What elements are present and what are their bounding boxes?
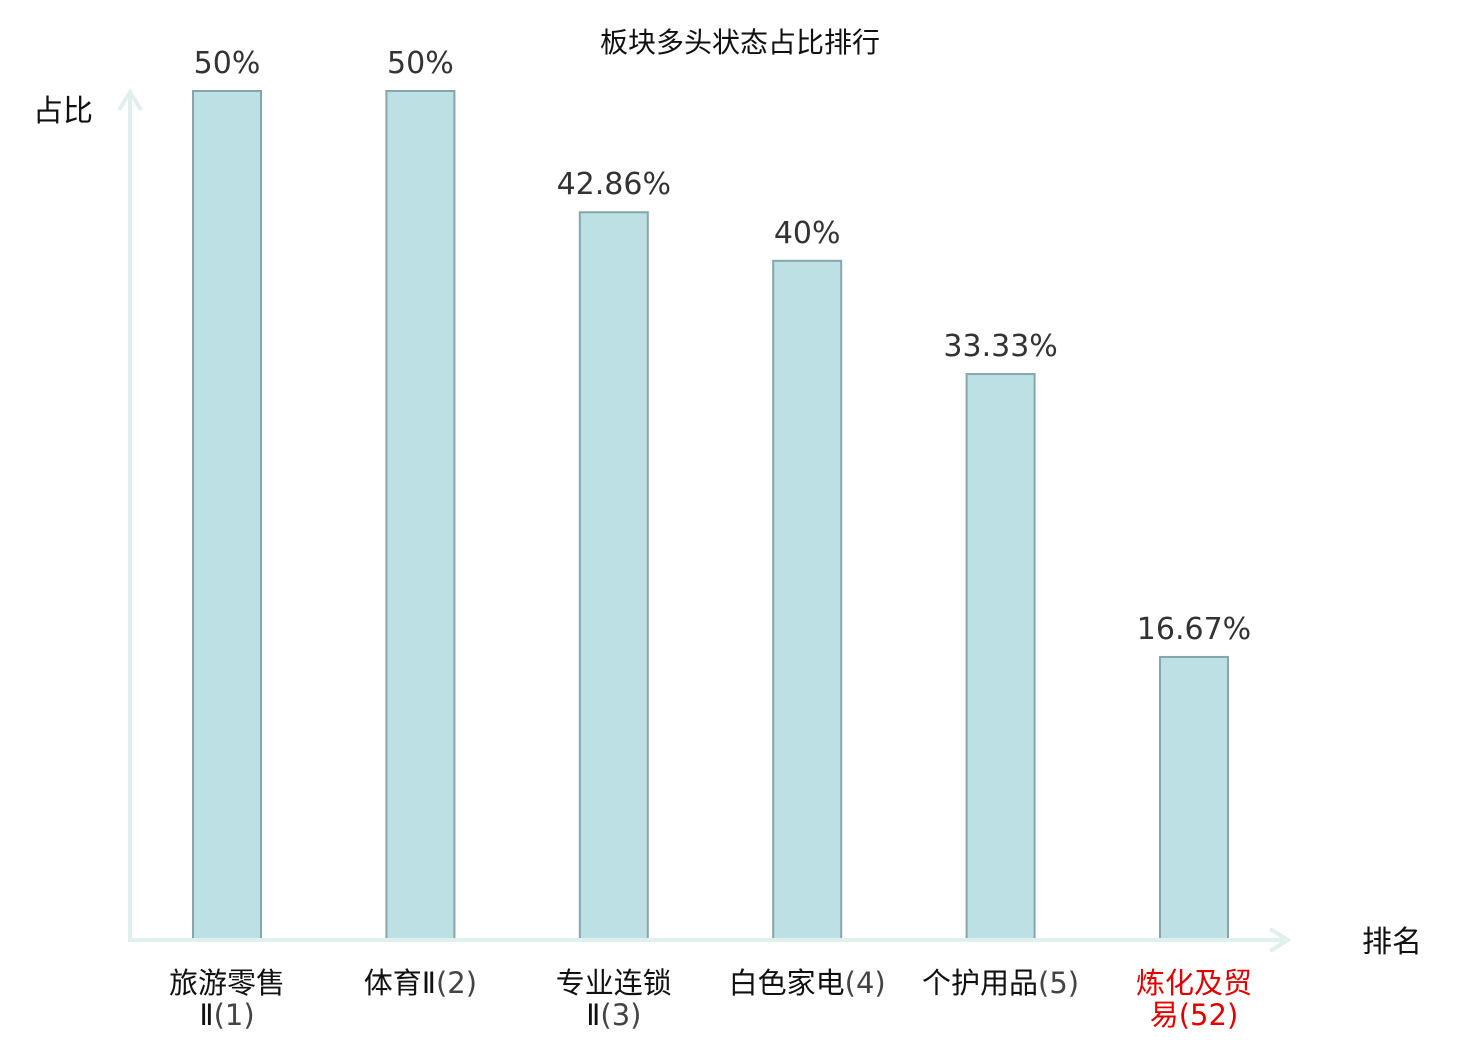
x-tick-label: 专业连锁 Ⅱ(3): [556, 966, 672, 1032]
bar: [1159, 655, 1229, 942]
x-tick-label-line: 白色家电: [729, 966, 845, 1000]
data-label: 42.86%: [557, 167, 671, 202]
x-tick-label: 旅游零售 Ⅱ(1): [169, 966, 285, 1032]
x-tick-rank: (52): [1179, 998, 1239, 1032]
bar: [385, 90, 456, 941]
x-tick-label-line: 炼化及贸: [1136, 966, 1252, 1000]
bar: [578, 211, 649, 942]
data-label: 16.67%: [1137, 612, 1251, 647]
x-axis-label: 排名: [1362, 925, 1422, 960]
x-tick-label-line: Ⅱ: [199, 998, 213, 1032]
x-tick-label-line: 个护用品: [922, 966, 1038, 1000]
data-label: 33.33%: [943, 329, 1057, 364]
chart-title: 板块多头状态占比排行: [600, 26, 880, 59]
data-label: 40%: [774, 216, 841, 251]
x-tick-rank: (2): [436, 966, 477, 1000]
x-tick-label: 白色家电(4): [729, 966, 886, 1000]
x-tick-rank: (5): [1038, 966, 1079, 1000]
x-tick-label-line: 专业连锁: [556, 966, 672, 1000]
category-labels: 旅游零售 Ⅱ(1)体育Ⅱ(2) 专业连锁 Ⅱ(3)白色家电(4) 个护用品(5) 炼化及贸…: [169, 966, 1252, 1032]
x-tick-label: 体育Ⅱ(2): [364, 966, 477, 1000]
x-tick-label-line: Ⅱ: [586, 998, 600, 1032]
bar: [192, 90, 262, 941]
x-tick-rank: (3): [600, 998, 641, 1032]
x-tick-label-line: 体育Ⅱ: [364, 966, 436, 1000]
x-axis: [128, 927, 1292, 953]
x-tick-label-line: 旅游零售: [169, 966, 285, 1000]
bar: [772, 259, 843, 941]
x-tick-rank: (1): [214, 998, 255, 1032]
x-tick-label: 个护用品(5): [922, 966, 1079, 1000]
bar: [965, 373, 1036, 942]
bars: 50% 50% 42.86% 40% 33.33% 16.67%: [192, 46, 1251, 942]
y-axis: [117, 88, 143, 940]
y-axis-label: 占比: [33, 94, 93, 129]
x-tick-label-line: 易: [1150, 998, 1179, 1032]
data-label: 50%: [194, 46, 261, 81]
data-label: 50%: [387, 46, 454, 81]
x-tick-rank: (4): [845, 966, 886, 1000]
x-tick-label: 炼化及贸易(52): [1136, 966, 1252, 1032]
